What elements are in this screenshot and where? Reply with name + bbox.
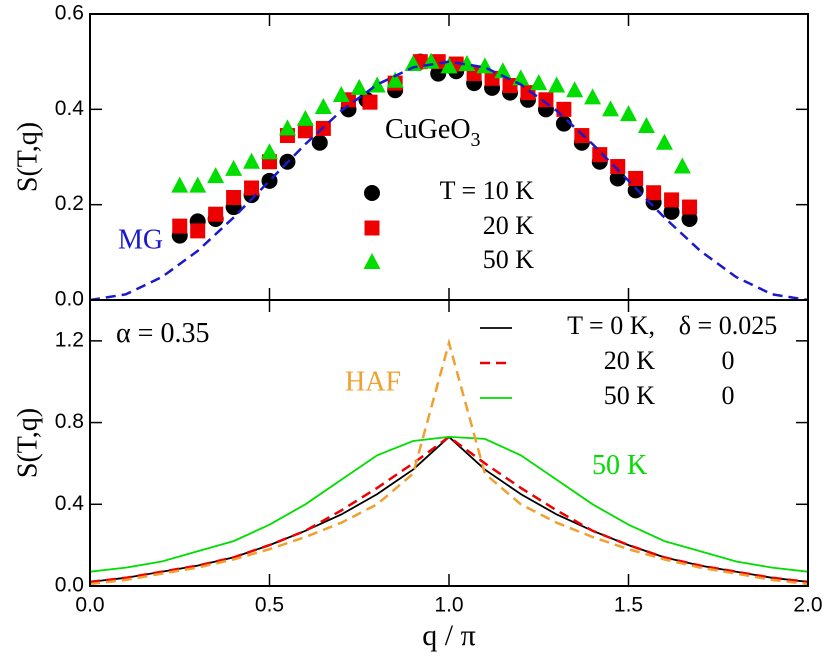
- plot-frame: [89, 299, 809, 587]
- x-tick-label: 2.0: [793, 594, 822, 617]
- legend-label: 20 K: [604, 346, 656, 375]
- marker: [637, 117, 655, 134]
- y-tick-label: 0.4: [55, 492, 85, 515]
- marker: [494, 62, 512, 79]
- annotation-text: α = 0.35: [116, 318, 209, 349]
- marker: [484, 70, 500, 86]
- marker: [556, 101, 572, 117]
- marker: [314, 97, 332, 114]
- marker: [311, 134, 328, 151]
- series-line: [90, 338, 808, 586]
- marker: [364, 185, 380, 201]
- marker: [682, 199, 698, 215]
- legend-label: 50 K: [483, 245, 535, 274]
- annotation: CuGeO3: [385, 114, 481, 150]
- legend-delta: 0: [722, 346, 735, 375]
- marker: [512, 69, 530, 86]
- marker: [602, 100, 620, 117]
- y-axis-label: S(T,q): [12, 122, 43, 192]
- marker: [664, 192, 680, 208]
- series-line: [90, 435, 808, 584]
- marker: [646, 185, 662, 201]
- series-line: [90, 435, 808, 573]
- marker: [440, 57, 458, 74]
- series-line: [90, 60, 808, 300]
- marker: [261, 143, 278, 160]
- marker: [458, 55, 476, 72]
- marker: [225, 159, 243, 176]
- legend-delta: δ = 0.025: [679, 311, 777, 340]
- annotation: 50 K: [592, 450, 647, 481]
- marker: [530, 74, 548, 91]
- marker: [243, 152, 261, 169]
- legend-label: T = 0 K,: [567, 311, 655, 340]
- marker: [502, 78, 518, 93]
- y-tick-label: 0.0: [55, 288, 84, 311]
- marker: [592, 147, 608, 163]
- y-tick-label: 0.6: [55, 2, 84, 25]
- marker: [566, 81, 584, 98]
- marker: [673, 157, 691, 174]
- y-axis-label: S(T,q): [12, 408, 43, 478]
- marker: [609, 170, 626, 187]
- marker: [655, 133, 673, 150]
- marker: [610, 159, 626, 175]
- marker: [172, 218, 188, 234]
- marker: [663, 203, 680, 220]
- marker: [548, 76, 566, 93]
- marker: [171, 176, 189, 193]
- annotation: α = 0.35: [116, 318, 209, 349]
- marker: [620, 105, 637, 122]
- marker: [584, 88, 602, 105]
- annotation-text: CuGeO: [385, 114, 471, 145]
- series-label: HAF: [345, 366, 401, 397]
- y-tick-label: 1.2: [55, 328, 84, 351]
- marker: [386, 71, 404, 88]
- x-tick-label: 1.5: [614, 594, 643, 617]
- series-label: MG: [118, 224, 163, 255]
- marker: [278, 119, 296, 136]
- plot-area: [90, 52, 808, 300]
- marker: [362, 94, 378, 110]
- x-axis-label: q / π: [422, 619, 475, 652]
- x-tick-label: 0.0: [75, 594, 104, 617]
- annotation-sub: 3: [471, 129, 481, 151]
- marker: [363, 253, 381, 269]
- legend-label: T = 10 K: [440, 176, 535, 205]
- marker: [681, 210, 698, 227]
- legend-delta: 0: [722, 381, 735, 410]
- legend-label: 50 K: [604, 381, 656, 410]
- y-tick-label: 0.8: [55, 410, 84, 433]
- marker: [627, 182, 644, 199]
- marker: [208, 206, 224, 222]
- x-tick-label: 0.5: [255, 594, 284, 617]
- marker: [296, 109, 314, 126]
- marker: [297, 123, 313, 139]
- marker: [190, 223, 206, 239]
- y-tick-label: 0.2: [55, 192, 84, 215]
- marker: [430, 65, 447, 82]
- x-tick-label: 1.0: [434, 594, 463, 617]
- marker: [244, 180, 260, 196]
- annotation-text: 50 K: [592, 450, 647, 481]
- y-tick-label: 0.0: [55, 574, 84, 597]
- plot-area: [90, 338, 808, 586]
- marker: [226, 190, 242, 206]
- marker: [332, 86, 350, 103]
- y-tick-label: 0.4: [55, 97, 85, 120]
- marker: [364, 220, 380, 236]
- marker: [189, 176, 207, 193]
- marker: [538, 92, 554, 108]
- series-line: [90, 435, 808, 583]
- marker: [628, 170, 644, 186]
- marker: [207, 167, 225, 184]
- legend-label: 20 K: [483, 211, 535, 240]
- marker: [350, 78, 368, 95]
